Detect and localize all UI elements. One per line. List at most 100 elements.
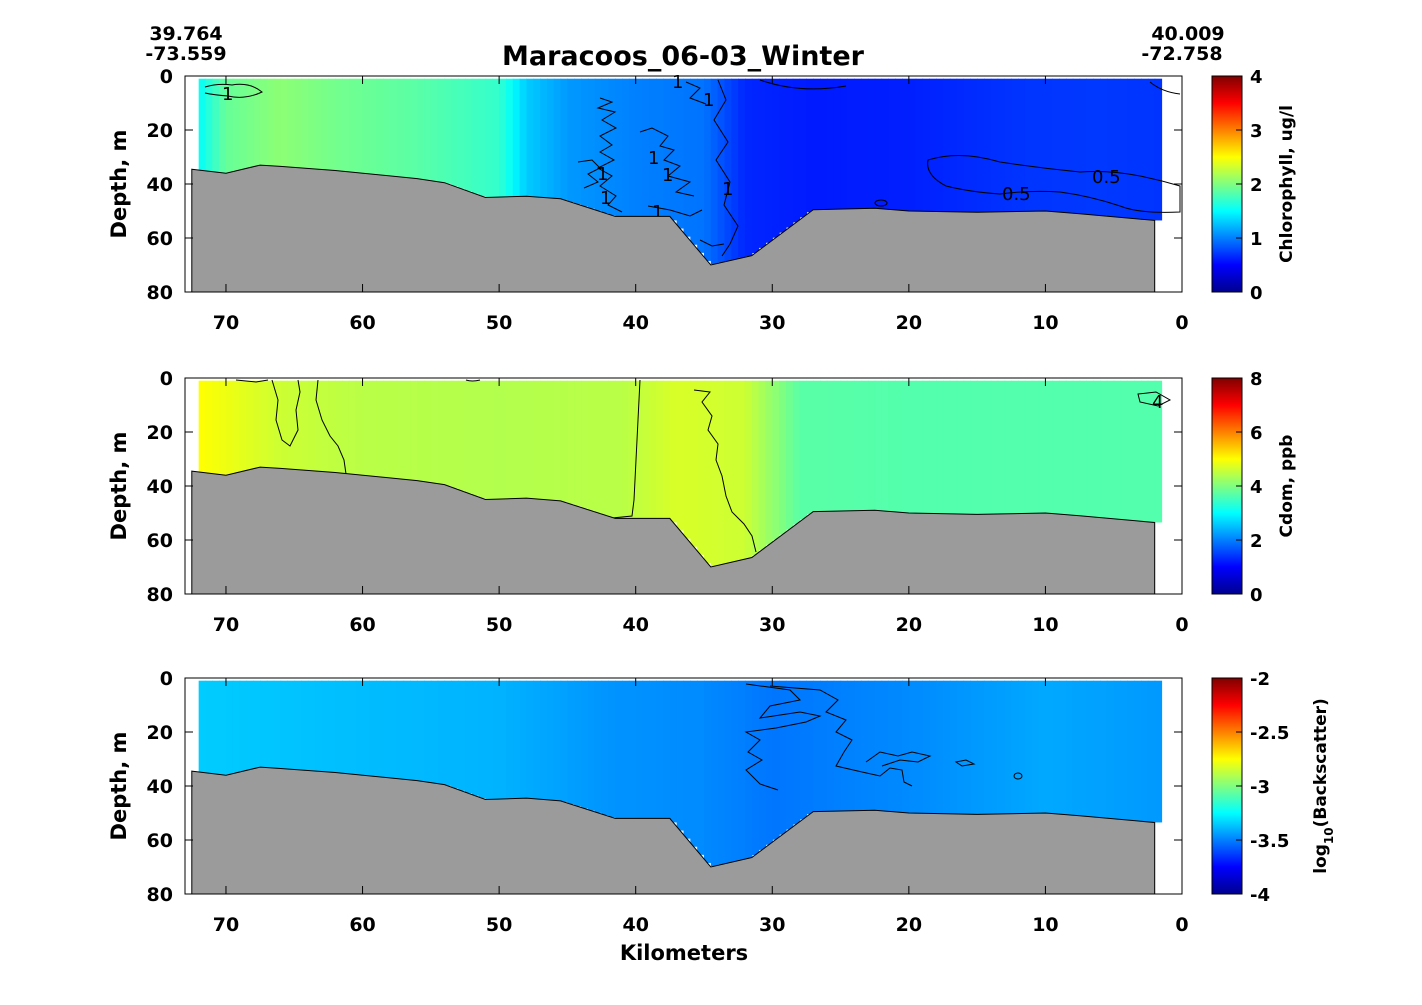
cdom-x-tick-label: 50 (486, 614, 512, 636)
chlorophyll-data-cell (1079, 78, 1087, 215)
cdom-data-cell (785, 380, 794, 530)
chlorophyll-data-cell (683, 78, 691, 237)
backscatter-data-cell (1045, 680, 1053, 814)
chlorophyll-data-cell (417, 78, 425, 180)
cdom-data-cell (826, 380, 835, 512)
chlorophyll-data-cell (212, 78, 220, 172)
cdom-data-cell (253, 380, 261, 470)
cdom-data-cell (997, 380, 1006, 514)
backscatter-data-cell (321, 680, 330, 772)
cdom-data-cell (751, 380, 760, 555)
cdom-data-cell (1031, 380, 1040, 514)
chlorophyll-data-cell (389, 78, 398, 177)
chlorophyll-data-cell (348, 78, 357, 173)
chlorophyll-colorbar: 0 1 2 3 4 (1211, 67, 1263, 304)
chlorophyll-data-cell (294, 78, 302, 168)
cdom-data-cell (738, 380, 746, 560)
end-longitude: -72.758 (1141, 43, 1222, 65)
cdom-data-cell (444, 380, 452, 486)
chlorophyll-x-tick-label: 0 (1175, 312, 1188, 334)
cdom-data-cell (799, 380, 808, 520)
chlorophyll-data-cell (519, 78, 528, 197)
backscatter-data-cell (1106, 680, 1115, 819)
chlorophyll-data-cell (936, 78, 944, 212)
cdom-x-tick-label: 0 (1175, 614, 1188, 636)
cdom-data-cell (540, 380, 548, 500)
chlorophyll-colorbar-tick-label: 0 (1250, 283, 1263, 304)
chlorophyll-data-cell (615, 78, 623, 217)
backscatter-y-tick-label: 40 (147, 776, 173, 798)
backscatter-data-cell (307, 680, 316, 771)
backscatter-data-cell (266, 680, 275, 770)
backscatter-data-cell (464, 680, 473, 794)
backscatter-data-cell (1127, 680, 1135, 821)
chlorophyll-data-cell (205, 78, 213, 172)
backscatter-data-cell (826, 680, 835, 812)
backscatter-data-cell (1100, 680, 1108, 818)
cdom-data-cell (717, 380, 726, 565)
backscatter-data-cell (198, 680, 207, 773)
cdom-data-cell (246, 380, 254, 470)
chlorophyll-contour-line (927, 154, 1181, 213)
cdom-data-cell (212, 380, 220, 474)
cdom-data-cell (710, 380, 719, 567)
chlorophyll-colorbar-tick-label: 3 (1250, 121, 1263, 142)
cdom-data-cell (902, 380, 910, 513)
chlorophyll-data-cell (253, 78, 261, 168)
cdom-data-cell (1024, 380, 1033, 514)
chlorophyll-contour-label: 1 (600, 188, 611, 209)
cdom-data-cell (813, 380, 821, 512)
chlorophyll-data-cell (697, 78, 705, 253)
cdom-data-cell (1038, 380, 1047, 514)
backscatter-data-cell (942, 680, 951, 814)
cdom-colorbar-tick-label: 2 (1250, 531, 1263, 552)
chlorophyll-data-cell (437, 78, 446, 183)
chlorophyll-data-cell (765, 78, 773, 243)
cdom-data-cell (820, 380, 828, 512)
cdom-data-cell (355, 380, 364, 475)
backscatter-data-cell (997, 680, 1006, 814)
cdom-data-cell (574, 380, 582, 507)
cdom-data-cell (219, 380, 227, 475)
cdom-data-cell (1093, 380, 1101, 518)
cdom-data-cell (956, 380, 965, 515)
cdom-data-cell (922, 380, 930, 514)
backscatter-data-cell (1018, 680, 1026, 814)
backscatter-data-cell (697, 680, 705, 855)
chlorophyll-contours (204, 79, 1181, 257)
backscatter-data-cell (546, 680, 555, 801)
backscatter-data-cell (710, 680, 719, 867)
backscatter-field (198, 680, 1163, 867)
cdom-data-cell (526, 380, 534, 499)
cdom-x-tick-label: 70 (213, 614, 239, 636)
backscatter-data-cell (519, 680, 528, 799)
cdom-contour-line (235, 379, 269, 383)
chlorophyll-data-cell (1147, 78, 1156, 221)
cdom-data-cell (942, 380, 951, 514)
cdom-data-cell (1113, 380, 1122, 520)
backscatter-data-cell (908, 680, 917, 814)
chlorophyll-data-cell (915, 78, 924, 212)
chlorophyll-data-cell (997, 78, 1006, 212)
chlorophyll-data-cell (307, 78, 316, 169)
backscatter-colorbar-tick-label: -3 (1250, 777, 1270, 798)
chlorophyll-data-cell (874, 78, 883, 209)
cdom-data-cell (225, 380, 234, 475)
chlorophyll-data-cell (464, 78, 473, 192)
backscatter-data-cell (867, 680, 876, 811)
backscatter-data-cell (1113, 680, 1122, 820)
chlorophyll-data-cell (553, 78, 562, 199)
backscatter-data-cell (847, 680, 855, 811)
backscatter-data-cell (335, 680, 343, 773)
cdom-panel: 4 0 20 40 60 80 70 60 50 40 30 20 10 0 Depth, m 0 2 4 6… (107, 368, 1297, 636)
backscatter-data-cell (328, 680, 336, 773)
cdom-data-cell (512, 380, 521, 499)
cdom-data-cell (936, 380, 944, 514)
chlorophyll-data-cell (806, 78, 814, 213)
chlorophyll-data-cell (1065, 78, 1074, 213)
backscatter-y-tick-label: 60 (147, 830, 173, 852)
cdom-data-cell (383, 380, 391, 478)
chlorophyll-data-cell (314, 78, 323, 170)
backscatter-data-cell (376, 680, 384, 777)
backscatter-data-cell (820, 680, 828, 812)
